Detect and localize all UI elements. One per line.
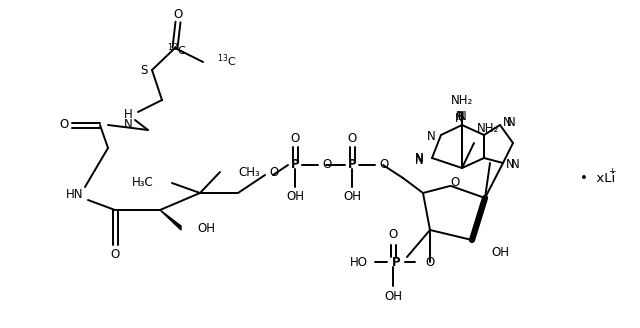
Text: O: O <box>348 132 356 145</box>
Text: OH: OH <box>384 291 402 303</box>
Text: N: N <box>511 158 520 172</box>
Text: H₃C: H₃C <box>132 176 154 190</box>
Text: O: O <box>451 176 460 190</box>
Text: +: + <box>608 168 616 176</box>
Text: HO: HO <box>350 256 368 270</box>
Text: HN: HN <box>67 189 84 201</box>
Text: OH: OH <box>197 221 215 235</box>
Text: OH: OH <box>491 245 509 258</box>
Text: N: N <box>454 112 463 125</box>
Text: O: O <box>110 248 120 260</box>
Text: S: S <box>140 65 148 77</box>
Text: CH₃: CH₃ <box>238 166 260 178</box>
Text: H: H <box>124 109 132 121</box>
Text: N: N <box>428 131 436 144</box>
Text: $^{13}$C: $^{13}$C <box>217 53 237 69</box>
Text: O: O <box>425 256 435 269</box>
Text: O: O <box>269 166 278 178</box>
Text: P: P <box>392 256 400 270</box>
Text: N: N <box>502 115 511 129</box>
Text: N: N <box>415 154 424 167</box>
Text: P: P <box>348 158 356 172</box>
Text: N: N <box>506 158 515 172</box>
Text: N: N <box>415 152 424 165</box>
Text: O: O <box>379 157 388 171</box>
Text: P: P <box>291 158 300 172</box>
Text: O: O <box>291 132 300 145</box>
Text: NH₂: NH₂ <box>451 93 473 107</box>
Text: O: O <box>173 9 182 22</box>
Text: •  xLi: • xLi <box>580 172 615 184</box>
Text: O: O <box>60 118 68 132</box>
Text: $^{13}$C: $^{13}$C <box>167 42 187 58</box>
Polygon shape <box>160 210 181 230</box>
Text: N: N <box>415 152 424 165</box>
Text: O: O <box>388 229 397 241</box>
Text: NH₂: NH₂ <box>477 121 499 134</box>
Text: N: N <box>456 111 465 124</box>
Text: O: O <box>322 157 332 171</box>
Text: N: N <box>124 118 132 132</box>
Text: OH: OH <box>343 191 361 203</box>
Text: N: N <box>507 115 516 129</box>
Text: N: N <box>458 111 467 124</box>
Text: OH: OH <box>286 191 304 203</box>
